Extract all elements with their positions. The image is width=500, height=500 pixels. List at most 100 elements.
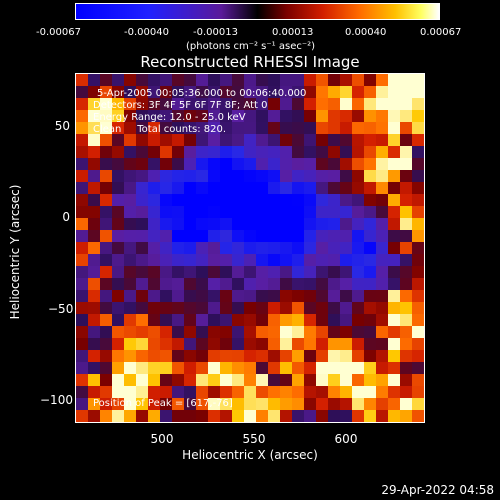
heatmap-cell <box>220 98 233 111</box>
heatmap-cell <box>124 386 137 399</box>
heatmap-cell <box>232 410 245 422</box>
heatmap-cell <box>352 134 365 147</box>
heatmap-cell <box>400 314 413 327</box>
heatmap-cell <box>232 254 245 267</box>
heatmap-cell <box>400 242 413 255</box>
heatmap-cell <box>268 146 281 159</box>
heatmap-cell <box>352 398 365 411</box>
heatmap-cell <box>388 74 401 87</box>
heatmap-cell <box>340 98 353 111</box>
heatmap-cell <box>148 146 161 159</box>
heatmap-cell <box>220 146 233 159</box>
heatmap-cell <box>220 254 233 267</box>
colorbar <box>75 3 440 20</box>
heatmap-cell <box>352 314 365 327</box>
heatmap-cell <box>88 374 101 387</box>
heatmap-cell <box>100 182 113 195</box>
heatmap-cell <box>232 230 245 243</box>
heatmap-cell <box>364 302 377 315</box>
heatmap-cell <box>352 362 365 375</box>
heatmap-cell <box>196 254 209 267</box>
heatmap-cell <box>268 314 281 327</box>
heatmap-cell <box>208 206 221 219</box>
heatmap-cell <box>352 266 365 279</box>
heatmap-cell <box>76 146 89 159</box>
heatmap-cell <box>208 290 221 303</box>
heatmap-cell <box>184 326 197 339</box>
image-plot[interactable] <box>75 73 425 423</box>
heatmap-cell <box>172 314 185 327</box>
heatmap-cell <box>256 302 269 315</box>
heatmap-cell <box>76 386 89 399</box>
heatmap-cell <box>112 338 125 351</box>
heatmap-cell <box>268 386 281 399</box>
heatmap-cell <box>268 374 281 387</box>
heatmap-cell <box>292 146 305 159</box>
heatmap-cell <box>124 98 137 111</box>
heatmap-cell <box>256 290 269 303</box>
heatmap-cell <box>208 326 221 339</box>
heatmap-cell <box>316 362 329 375</box>
heatmap-cell <box>148 410 161 422</box>
heatmap-cell <box>328 134 341 147</box>
heatmap-cell <box>160 314 173 327</box>
heatmap-cell <box>208 74 221 87</box>
heatmap-cell <box>376 386 389 399</box>
heatmap-cell <box>364 146 377 159</box>
heatmap-cell <box>328 206 341 219</box>
heatmap-cell <box>208 302 221 315</box>
heatmap-cell <box>292 302 305 315</box>
heatmap-cell <box>100 410 113 422</box>
heatmap-cell <box>400 74 413 87</box>
heatmap-cell <box>328 278 341 291</box>
heatmap-cell <box>160 290 173 303</box>
heatmap-cell <box>136 410 149 422</box>
heatmap-cell <box>280 254 293 267</box>
heatmap-cell <box>160 386 173 399</box>
heatmap-cell <box>160 254 173 267</box>
heatmap-cell <box>268 182 281 195</box>
heatmap-cell <box>388 110 401 123</box>
heatmap-cell <box>364 122 377 135</box>
heatmap-cell <box>328 158 341 171</box>
heatmap-cell <box>76 158 89 171</box>
heatmap-cell <box>412 314 424 327</box>
heatmap-cell <box>136 254 149 267</box>
heatmap-cell <box>304 122 317 135</box>
heatmap-cell <box>124 134 137 147</box>
heatmap-cell <box>76 290 89 303</box>
heatmap-cell <box>88 146 101 159</box>
heatmap-cell <box>160 302 173 315</box>
heatmap-cell <box>184 398 197 411</box>
heatmap-cell <box>388 314 401 327</box>
heatmap-cell <box>352 110 365 123</box>
heatmap-cell <box>280 74 293 87</box>
heatmap-cell <box>172 266 185 279</box>
heatmap-cell <box>352 98 365 111</box>
heatmap-cell <box>88 218 101 231</box>
heatmap-cell <box>280 362 293 375</box>
heatmap-cell <box>148 302 161 315</box>
heatmap-cell <box>340 398 353 411</box>
heatmap-cell <box>160 266 173 279</box>
colorbar-tick: 0.00013 <box>272 27 314 38</box>
heatmap-cell <box>364 362 377 375</box>
heatmap-cell <box>340 230 353 243</box>
heatmap-cell <box>412 170 424 183</box>
heatmap-cell <box>268 170 281 183</box>
heatmap-cell <box>304 410 317 422</box>
heatmap-cell <box>112 314 125 327</box>
heatmap-cell <box>304 290 317 303</box>
heatmap-cell <box>412 206 424 219</box>
heatmap-cell <box>220 230 233 243</box>
heatmap-cell <box>268 254 281 267</box>
heatmap-cell <box>400 278 413 291</box>
heatmap-cell <box>136 98 149 111</box>
heatmap-cell <box>88 158 101 171</box>
heatmap-cell <box>280 410 293 422</box>
heatmap-cell <box>376 374 389 387</box>
heatmap-cell <box>232 362 245 375</box>
heatmap-cell <box>196 218 209 231</box>
heatmap-cell <box>376 74 389 87</box>
heatmap-cell <box>208 410 221 422</box>
